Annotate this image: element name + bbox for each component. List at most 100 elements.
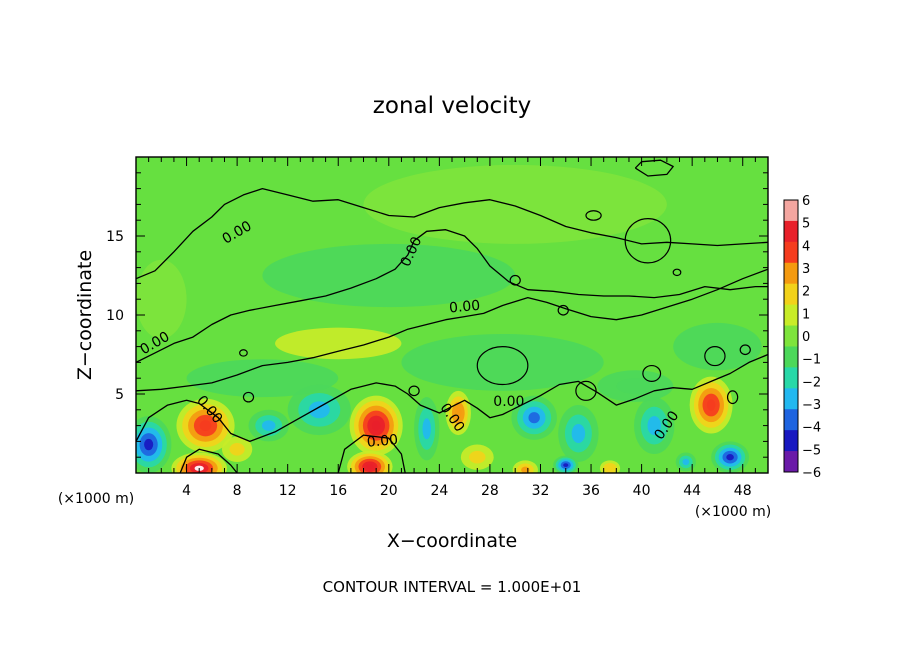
- colorbar-swatch-4: [784, 283, 798, 306]
- contour-loop-7: [642, 364, 662, 382]
- colorbar-swatch-8: [784, 367, 798, 389]
- x-tick-label-12: 12: [279, 483, 297, 499]
- colorbar-swatch-3: [784, 262, 798, 285]
- colorbar-label-8: −2: [802, 375, 821, 390]
- colorbar-swatch-12: [784, 451, 798, 473]
- field-patch-25-0: [136, 259, 187, 339]
- contour-interval-footer: CONTOUR INTERVAL = 1.000E+01: [323, 578, 582, 596]
- field-patch-24-0: [363, 164, 667, 244]
- colorbar-label-4: 2: [802, 285, 810, 300]
- x-unit-right: (×1000 m): [695, 504, 771, 520]
- x-tick-label-32: 32: [532, 483, 550, 499]
- colorbar-swatch-0: [784, 200, 798, 222]
- colorbar-swatch-6: [784, 325, 798, 347]
- chart-title: zonal velocity: [373, 93, 531, 119]
- y-axis: 5 10 15: [106, 172, 768, 458]
- contour-loop-1: [585, 210, 602, 221]
- contour-label-7: 0.00: [493, 394, 524, 410]
- colorbar-swatch-1: [784, 220, 798, 243]
- colorbar-swatch-10: [784, 409, 798, 431]
- colorbar-swatch-5: [784, 304, 798, 327]
- field-patch-9-2: [308, 401, 330, 419]
- field-patch-1-5: [371, 420, 381, 431]
- x-tick-label-28: 28: [481, 483, 499, 499]
- field-patch-11-2: [422, 418, 431, 440]
- contour-line-0: [136, 187, 768, 280]
- colorbar-frame: [783, 199, 799, 473]
- x-tick-label-4: 4: [182, 483, 191, 499]
- field-patch-8-4: [144, 438, 154, 451]
- colorbar-label-2: 4: [802, 239, 810, 254]
- plot-area: 0.000.000.000.000.000.000.00 0.000.00: [135, 156, 769, 474]
- contour-line-2: [136, 268, 768, 392]
- colorbar-label-1: 5: [802, 217, 810, 232]
- colorbar-swatch-9: [784, 388, 798, 410]
- field-patch-2-3: [455, 407, 462, 419]
- colorbar-label-7: −1: [802, 353, 821, 368]
- field-patch-13-2: [571, 424, 586, 443]
- y-axis-label: Z−coordinate: [74, 250, 96, 380]
- field-patch-20-1: [616, 378, 655, 394]
- contour-loop-12: [239, 349, 248, 357]
- contour-loop-2: [509, 274, 521, 286]
- contour-loop-4: [557, 304, 569, 316]
- contour-label-2: 0.00: [448, 298, 480, 317]
- x-axis: 4 8 12 16 20 24 28 32 36 40 44 48: [148, 157, 756, 499]
- contour-loop-11: [242, 391, 255, 403]
- field-patch-26-0: [275, 327, 402, 360]
- x-tick-label-8: 8: [233, 483, 242, 499]
- contour-loop-9: [739, 344, 751, 356]
- colorbar-swatch-2: [784, 241, 798, 264]
- contour-line-4: [179, 448, 238, 473]
- field-patch-19-1: [469, 450, 486, 464]
- contour-loop-8: [704, 345, 726, 367]
- field-patch-21-0: [401, 333, 604, 391]
- x-tick-label-36: 36: [582, 483, 600, 499]
- colorbar-label-11: −5: [802, 443, 821, 458]
- contour-loop-6: [575, 380, 597, 401]
- field-patch-15-4: [726, 454, 734, 461]
- y-tick-label-5: 5: [115, 387, 124, 403]
- colorbar-label-10: −4: [802, 421, 821, 436]
- colorbar-swatch-11: [784, 430, 798, 452]
- contour-loop-13: [408, 385, 420, 397]
- colorbar-label-0: 6: [802, 194, 810, 209]
- colorbar-label-5: 1: [802, 307, 810, 322]
- field-patch-17-2: [682, 458, 690, 466]
- contour-line-5: [337, 434, 406, 473]
- field-patch-12-3: [528, 412, 540, 424]
- colorbar-label-6: 0: [802, 330, 810, 345]
- field-patch-18-1: [229, 442, 245, 456]
- field-patch-14-2: [647, 416, 661, 436]
- x-tick-label-16: 16: [329, 483, 347, 499]
- x-tick-label-24: 24: [430, 483, 448, 499]
- field-patch-7-2: [606, 465, 614, 471]
- contour-line-1: [136, 229, 768, 363]
- colorbar-label-3: 3: [802, 262, 810, 277]
- x-tick-label-40: 40: [633, 483, 651, 499]
- contour-line-3: [136, 353, 768, 443]
- contour-loop-3: [672, 268, 682, 277]
- contour-loop-0: [624, 218, 672, 264]
- field-patch-23-0: [262, 243, 516, 308]
- x-axis-label: X−coordinate: [387, 530, 517, 552]
- colorbar-swatch-7: [784, 346, 798, 368]
- contour-label-5: 0.00: [366, 432, 398, 451]
- field-patch-5-5: [366, 464, 374, 470]
- x-unit-left: (×1000 m): [58, 491, 134, 507]
- velocity-field: [136, 164, 762, 473]
- field-patch-22-0: [186, 359, 339, 398]
- x-tick-label-20: 20: [380, 483, 398, 499]
- field-patch-0-4: [199, 420, 212, 431]
- contour-lines: [136, 159, 768, 473]
- field-patch-16-4: [563, 463, 569, 467]
- colorbar-label-12: −6: [802, 466, 821, 481]
- field-patch-3-4: [706, 399, 716, 411]
- x-tick-label-44: 44: [683, 483, 701, 499]
- y-tick-label-10: 10: [106, 308, 124, 324]
- contour-loop-10: [726, 390, 739, 405]
- colorbar: 6 5 4 3 2 1 0 −1 −2 −3 −4 −5 −6: [783, 194, 821, 481]
- contour-loop-5: [476, 346, 529, 386]
- field-patch-10-2: [261, 420, 276, 431]
